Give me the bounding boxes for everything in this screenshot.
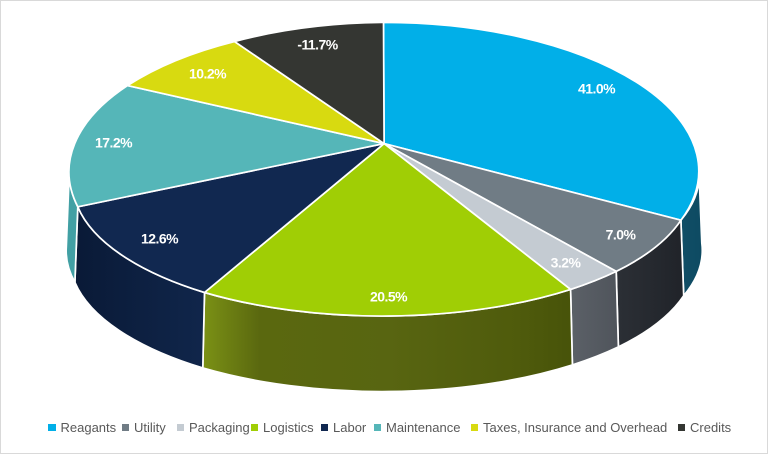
svg-text:10.2%: 10.2% [189, 66, 227, 82]
svg-text:20.5%: 20.5% [370, 289, 408, 305]
svg-text:3.2%: 3.2% [551, 255, 582, 271]
svg-text:-11.7%: -11.7% [297, 37, 338, 53]
svg-text:7.0%: 7.0% [606, 227, 637, 243]
svg-text:41.0%: 41.0% [578, 81, 616, 97]
svg-text:17.2%: 17.2% [95, 135, 133, 151]
svg-text:12.6%: 12.6% [141, 231, 179, 247]
